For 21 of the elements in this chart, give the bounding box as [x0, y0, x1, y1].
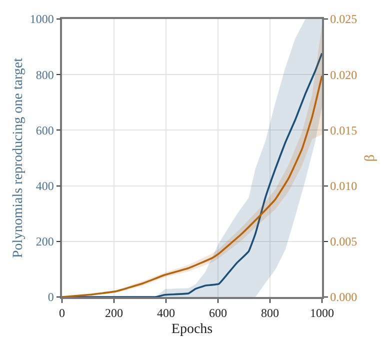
x-axis-title: Epochs [171, 322, 213, 337]
y-tick-label: 200 [36, 234, 54, 249]
y-tick-label: 0 [48, 290, 54, 304]
y2-tick-label: 0.015 [330, 123, 358, 138]
y2-tick-label: 0.010 [330, 179, 358, 193]
x-tick-label: 400 [157, 306, 175, 320]
x-tick-label: 800 [261, 306, 279, 320]
y2-tick-label: 0.000 [330, 290, 358, 304]
y-tick-label: 400 [36, 179, 54, 193]
y-axis-title: Polynomials reproducing one target [10, 58, 26, 258]
x-tick-label: 200 [105, 306, 123, 320]
y2-tick-label: 0.025 [330, 12, 358, 26]
x-tick-label: 1000 [310, 306, 334, 320]
y2-axis-title: β [362, 154, 378, 162]
y-tick-label: 600 [36, 123, 54, 138]
y2-tick-label: 0.020 [330, 68, 358, 82]
y-tick-label: 800 [36, 68, 54, 82]
y2-tick-label: 0.005 [330, 234, 358, 249]
y-tick-label: 1000 [30, 12, 54, 26]
x-tick-label: 0 [59, 306, 65, 320]
x-tick-label: 600 [209, 306, 227, 320]
